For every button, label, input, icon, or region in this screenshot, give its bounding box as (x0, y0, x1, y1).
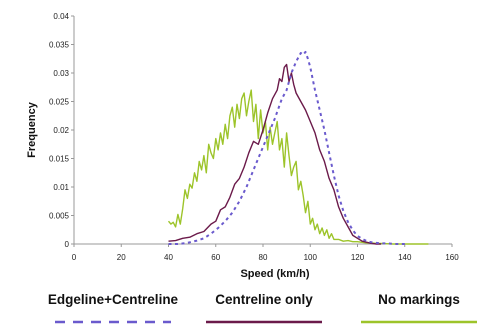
x-axis-title: Speed (km/h) (240, 268, 309, 280)
y-tick-label: 0 (65, 240, 70, 249)
x-tick-label: 0 (72, 253, 77, 262)
series-line-centreline-only (168, 63, 382, 245)
x-tick-label: 20 (117, 253, 126, 262)
series-group (167, 50, 429, 245)
y-tick-label: 0.02 (53, 126, 69, 135)
legend-label: Centreline only (215, 292, 313, 307)
y-tick-label: 0.04 (53, 12, 69, 21)
x-tick-label: 120 (351, 253, 365, 262)
x-tick-label: 160 (445, 253, 459, 262)
x-tick-label: 80 (259, 253, 268, 262)
legend-label: No markings (378, 292, 460, 307)
y-tick-label: 0.035 (49, 41, 70, 50)
y-tick-label: 0.01 (53, 183, 69, 192)
x-tick-label: 60 (211, 253, 220, 262)
y-tick-label: 0.015 (49, 155, 70, 164)
series-line-no-markings (167, 89, 429, 245)
legend: Edgeline+Centreline Centreline only No mar… (48, 292, 477, 324)
legend-label: Edgeline+Centreline (48, 292, 179, 307)
x-tick-label: 40 (164, 253, 173, 262)
axes: 0 0.005 0.01 0.015 0.02 0.025 0.03 0.035 0.04 0 20… (49, 12, 459, 262)
x-tick-label: 100 (304, 253, 318, 262)
y-tick-label: 0.03 (53, 69, 69, 78)
y-axis-title: Frequency (26, 101, 38, 158)
y-tick-label: 0.005 (49, 212, 70, 221)
x-tick-label: 140 (398, 253, 412, 262)
series-line-edgeline-centreline (168, 50, 405, 245)
y-tick-label: 0.025 (49, 98, 70, 107)
